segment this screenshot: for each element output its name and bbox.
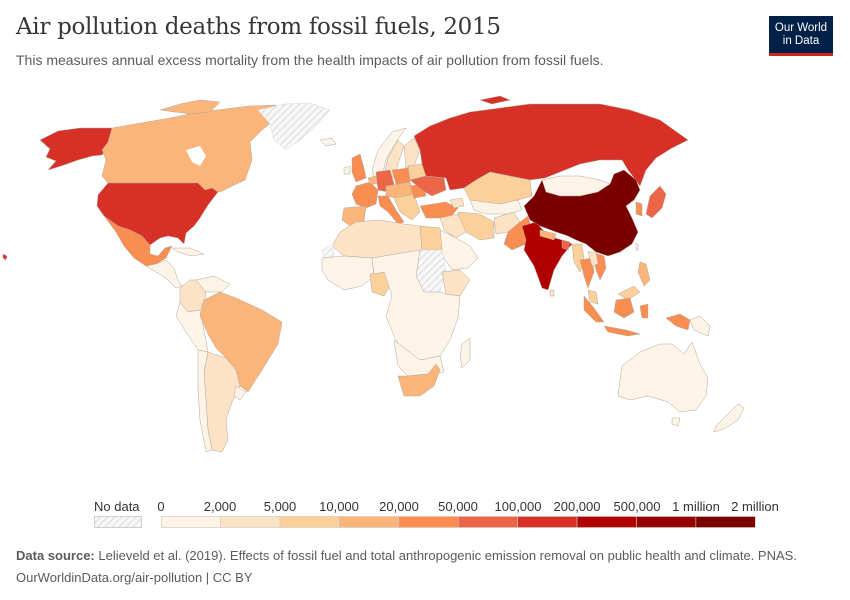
country-philippines[interactable] [637,261,651,287]
legend-tick: 2 million [731,499,779,514]
country-egypt[interactable] [419,225,443,251]
country-western-sahara[interactable] [321,243,335,259]
footer-url[interactable]: OurWorldinData.org/air-pollution | CC BY [16,570,253,585]
region-central-america[interactable] [145,259,183,289]
country-sri-lanka[interactable] [549,289,555,297]
country-uruguay[interactable] [233,385,247,401]
source-text: Lelieveld et al. (2019). Effects of foss… [98,548,797,563]
region-iraq-syria[interactable] [439,213,467,239]
source-label: Data source: [16,548,95,563]
country-indonesia-papua[interactable] [665,313,691,331]
country-united-kingdom[interactable] [351,153,367,183]
country-russia[interactable] [413,103,689,191]
no-data-label: No data [94,499,140,514]
country-hawaii[interactable] [2,253,8,261]
country-taiwan[interactable] [635,243,639,251]
region-west-africa[interactable] [321,255,375,291]
country-indonesia-sulawesi[interactable] [639,303,649,319]
hudson-bay [186,146,206,166]
country-south-korea[interactable] [635,201,643,217]
chart-title: Air pollution deaths from fossil fuels, … [16,14,501,40]
country-indonesia[interactable] [583,295,605,323]
country-brazil[interactable] [199,291,283,393]
country-japan[interactable] [645,185,667,219]
country-south-africa[interactable] [397,363,441,397]
country-malaysia[interactable] [587,289,599,305]
legend-tick: 500,000 [613,499,661,514]
country-iceland[interactable] [319,137,337,147]
country-france[interactable] [351,181,379,209]
legend-bin-7[interactable] [576,516,637,528]
chart-subtitle: This measures annual excess mortality fr… [16,52,604,68]
country-nepal[interactable] [539,229,557,241]
legend-bin-2[interactable] [279,516,340,528]
legend-tick: 2,000 [203,499,237,514]
country-canada-islands[interactable] [159,99,221,115]
legend-tick: 20,000 [379,499,419,514]
country-malaysia-borneo[interactable] [617,285,641,301]
country-china[interactable] [523,169,641,257]
legend-bin-9[interactable] [695,516,756,528]
country-russia-arctic[interactable] [479,95,511,105]
country-ethiopia[interactable] [441,269,471,297]
region-balkans[interactable] [393,193,421,221]
no-data-swatch [94,516,142,528]
country-finland[interactable] [403,137,421,169]
legend-bin-5[interactable] [457,516,518,528]
legend-bin-1[interactable] [220,516,281,528]
legend-color-bar [161,516,756,528]
country-madagascar[interactable] [459,337,471,369]
country-greenland[interactable] [257,102,331,151]
legend-tick: 0 [157,499,165,514]
legend-tick: 200,000 [553,499,601,514]
country-mexico[interactable] [103,215,173,267]
country-united-states[interactable] [96,182,219,246]
legend-bin-3[interactable] [339,516,400,528]
region-central-africa[interactable] [371,249,461,361]
country-australia[interactable] [617,341,709,413]
legend-tick: 1 million [672,499,720,514]
legend-tick: 5,000 [263,499,297,514]
legend-bin-6[interactable] [517,516,578,528]
country-tasmania[interactable] [671,417,681,427]
country-ireland[interactable] [343,165,351,175]
region-central-asia[interactable] [469,199,523,215]
legend-bin-8[interactable] [636,516,697,528]
country-chile[interactable] [197,349,213,453]
country-laos[interactable] [587,251,599,267]
world-map [2,95,745,453]
country-alaska[interactable] [39,127,113,171]
legend-bin-0[interactable] [161,516,222,528]
legend-tick: 50,000 [438,499,478,514]
data-source: Data source: Lelieveld et al. (2019). Ef… [16,548,797,563]
country-turkey[interactable] [419,201,459,219]
country-canada[interactable] [101,104,277,193]
color-legend: No data 0 2,000 5,000 10,000 20,000 50,0… [0,496,850,536]
region-caucasus[interactable] [449,197,465,209]
country-papua-new-guinea[interactable] [689,315,711,337]
country-italy[interactable] [377,195,405,225]
logo-line-2: in Data [782,34,820,47]
country-bangladesh[interactable] [561,239,571,251]
country-venezuela[interactable] [195,275,231,293]
country-poland[interactable] [391,167,411,185]
legend-bin-4[interactable] [398,516,459,528]
logo-line-1: Our World [774,21,828,34]
country-indonesia-borneo[interactable] [613,297,635,319]
legend-tick: 10,000 [319,499,359,514]
country-indonesia-java[interactable] [603,325,641,337]
region-caribbean[interactable] [171,247,205,257]
country-new-zealand[interactable] [713,403,745,433]
owid-logo[interactable]: Our World in Data [769,16,833,56]
legend-tick: 100,000 [494,499,542,514]
